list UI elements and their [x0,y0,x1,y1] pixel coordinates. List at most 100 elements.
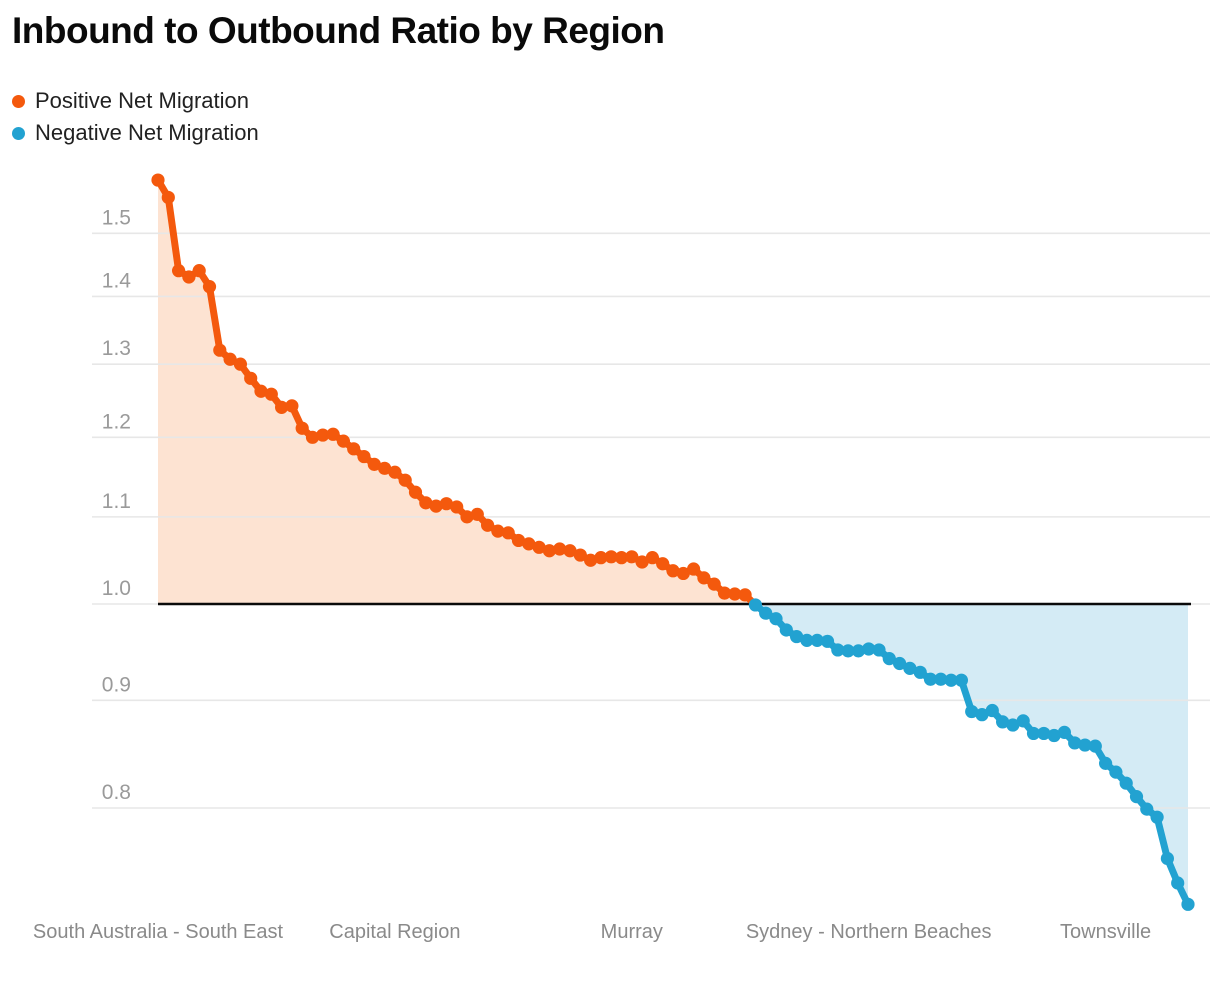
data-point-marker[interactable] [542,544,557,558]
data-point-marker[interactable] [151,173,165,187]
data-point-marker[interactable] [172,264,186,278]
data-point-marker[interactable] [604,550,618,564]
data-point-marker[interactable] [913,665,927,679]
data-point-marker[interactable] [275,400,289,414]
data-point-marker[interactable] [965,704,979,719]
data-point-marker[interactable] [1150,810,1164,824]
data-point-marker[interactable] [357,449,371,464]
data-point-marker[interactable] [1057,725,1071,739]
data-point-marker[interactable] [985,703,999,718]
data-point-marker[interactable] [192,264,206,278]
data-point-marker[interactable] [326,427,340,441]
data-point-marker[interactable] [645,551,660,565]
data-point-marker[interactable] [1140,802,1154,816]
data-point-marker[interactable] [305,430,320,444]
data-point-marker[interactable] [182,270,196,284]
data-point-marker[interactable] [676,566,690,581]
data-point-marker[interactable] [738,588,752,602]
data-point-marker[interactable] [460,510,474,524]
data-point-marker[interactable] [944,673,958,687]
data-point-marker[interactable] [717,586,732,600]
data-point-marker[interactable] [1016,714,1030,728]
data-point-marker[interactable] [202,280,217,294]
data-point-marker[interactable] [820,634,835,648]
data-point-marker[interactable] [244,371,258,385]
data-point-marker[interactable] [223,352,237,366]
data-point-marker[interactable] [1006,718,1020,732]
data-point-marker[interactable] [532,540,546,554]
data-point-marker[interactable] [316,428,330,442]
data-point-marker[interactable] [553,542,567,556]
data-point-marker[interactable] [295,421,309,435]
data-point-marker[interactable] [893,656,907,671]
data-point-marker[interactable] [1026,726,1041,741]
data-point-marker[interactable] [367,457,381,471]
data-point-marker[interactable] [697,571,711,585]
data-point-marker[interactable] [336,434,350,448]
data-point-marker[interactable] [862,642,876,656]
data-point-marker[interactable] [470,507,484,521]
data-point-marker[interactable] [1037,726,1051,741]
data-point-marker[interactable] [1181,897,1195,911]
data-point-marker[interactable] [923,672,938,686]
data-point-marker[interactable] [800,633,814,647]
data-point-marker[interactable] [1171,876,1185,890]
data-point-marker[interactable] [563,544,577,558]
data-point-marker[interactable] [872,643,886,657]
data-point-marker[interactable] [1078,738,1092,752]
data-point-marker[interactable] [1160,851,1174,866]
data-point-marker[interactable] [1068,736,1082,750]
data-point-marker[interactable] [614,551,629,565]
data-point-marker[interactable] [347,442,361,456]
data-point-marker[interactable] [934,672,948,686]
data-point-marker[interactable] [398,473,412,487]
data-point-marker[interactable] [851,644,866,658]
data-point-marker[interactable] [491,524,505,538]
data-point-marker[interactable] [285,399,299,413]
data-point-marker[interactable] [161,190,175,205]
data-point-marker[interactable] [408,485,423,499]
data-point-marker[interactable] [511,533,526,548]
data-point-marker[interactable] [439,497,453,511]
data-point-marker[interactable] [841,644,855,658]
data-point-marker[interactable] [707,577,721,591]
data-point-marker[interactable] [882,652,896,666]
data-point-marker[interactable] [769,612,783,626]
data-point-marker[interactable] [748,598,763,612]
data-point-marker[interactable] [831,643,845,657]
data-point-marker[interactable] [233,357,247,371]
data-point-marker[interactable] [573,548,587,562]
data-point-marker[interactable] [635,555,649,569]
data-point-marker[interactable] [656,557,670,571]
data-point-marker[interactable] [687,562,701,576]
data-point-marker[interactable] [666,564,680,578]
data-point-marker[interactable] [1099,756,1113,770]
data-point-marker[interactable] [501,526,515,540]
data-point-marker[interactable] [254,384,268,398]
data-point-marker[interactable] [264,387,278,401]
data-point-marker[interactable] [213,343,227,357]
data-point-marker[interactable] [790,629,804,644]
data-point-marker[interactable] [810,633,824,647]
data-point-marker[interactable] [1119,776,1133,790]
data-point-marker[interactable] [1088,739,1102,753]
data-point-marker[interactable] [584,553,598,567]
data-point-marker[interactable] [728,587,742,601]
data-point-marker[interactable] [522,537,536,551]
data-point-marker[interactable] [975,708,989,722]
data-point-marker[interactable] [388,465,402,479]
data-point-marker[interactable] [625,550,639,564]
data-point-marker[interactable] [429,499,443,513]
data-point-marker[interactable] [1129,790,1144,804]
data-point-marker[interactable] [759,606,773,620]
data-point-marker[interactable] [419,496,433,510]
data-point-marker[interactable] [481,518,495,532]
data-point-marker[interactable] [996,715,1010,729]
data-point-marker[interactable] [378,461,392,475]
data-point-marker[interactable] [954,673,969,687]
data-point-marker[interactable] [1109,765,1123,779]
data-point-marker[interactable] [903,661,917,675]
data-point-marker[interactable] [450,500,464,514]
data-point-marker[interactable] [594,551,608,565]
